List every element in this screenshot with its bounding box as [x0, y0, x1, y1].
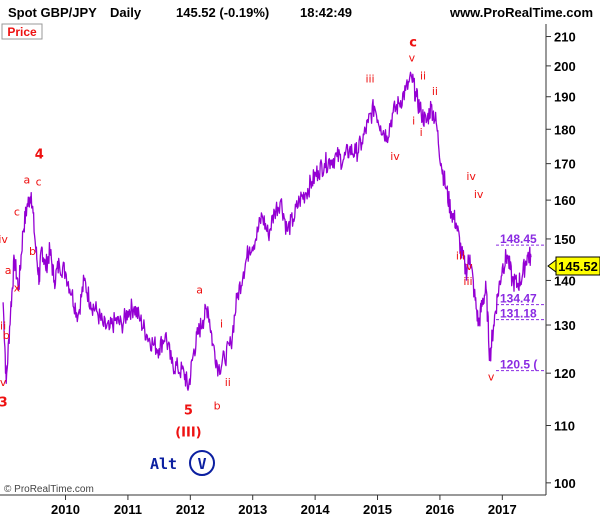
wave-label: i — [220, 317, 223, 330]
x-tick-label: 2014 — [301, 502, 331, 517]
wave-label: ii — [432, 85, 438, 98]
level-label: 120.5 ( — [500, 358, 537, 372]
wave-label: v — [0, 376, 7, 389]
wave-label: a — [196, 283, 203, 296]
wave-label: v — [409, 51, 416, 64]
y-tick-label: 190 — [554, 90, 576, 105]
wave-label: i — [420, 126, 423, 139]
header-bar — [0, 0, 600, 24]
wave-label: c — [14, 205, 20, 218]
x-tick-label: 2017 — [488, 502, 517, 517]
level-label: 148.45 — [500, 232, 537, 246]
y-tick-label: 180 — [554, 122, 576, 137]
wave-label: b — [3, 329, 10, 342]
x-tick-label: 2013 — [238, 502, 267, 517]
y-tick-label: 140 — [554, 273, 576, 288]
x-tick-label: 2015 — [363, 502, 392, 517]
wave-label: i — [412, 114, 415, 127]
wave-label: a — [5, 264, 12, 277]
wave-label: 5 — [184, 404, 193, 419]
y-tick-label: 100 — [554, 476, 576, 491]
wave-label: v — [466, 260, 473, 273]
wave-label: iv — [0, 233, 8, 246]
wave-label: iii — [365, 73, 374, 86]
price-change-label: 145.52 (-0.19%) — [176, 5, 269, 20]
y-tick-label: 120 — [554, 366, 576, 381]
alt-circle-label: V — [197, 455, 206, 473]
wave-label: b — [214, 399, 221, 412]
y-tick-label: 160 — [554, 193, 576, 208]
wave-label: ii — [225, 376, 231, 389]
y-tick-label: 110 — [554, 419, 575, 434]
price-panel-tag — [1, 23, 43, 40]
y-axis-ticks: 100 110 120 130 140 150 160 170 180 190 200 210 — [546, 30, 576, 491]
last-price-pointer — [547, 259, 557, 273]
level-label: 131.18 — [500, 307, 537, 321]
timeframe-label: Daily — [110, 5, 142, 20]
wave-label: iv — [474, 188, 484, 201]
wave-label: iii — [463, 275, 472, 288]
copyright-label: © ProRealTime.com — [4, 484, 94, 495]
x-tick-label: 2012 — [176, 502, 205, 517]
x-tick-label: 2011 — [114, 502, 142, 517]
x-tick-label: 2010 — [51, 502, 80, 517]
wave-label: ii — [420, 70, 426, 83]
wave-label: 4 — [35, 147, 44, 162]
alt-circle — [189, 450, 215, 476]
site-label: www.ProRealTime.com — [449, 5, 593, 20]
alt-label: Alt — [150, 455, 177, 473]
wave-label: v — [488, 371, 495, 384]
time-label: 18:42:49 — [300, 5, 352, 20]
y-tick-label: 130 — [554, 318, 576, 333]
last-price-label: 145.52 — [558, 259, 598, 274]
x-axis-ticks: 2010 2011 2012 2013 2014 2015 2016 2017 — [51, 495, 517, 517]
wave-label: ii — [0, 320, 6, 333]
y-tick-label: 210 — [554, 30, 576, 45]
wave-label: a — [23, 173, 30, 186]
y-tick-label: 170 — [554, 157, 576, 172]
wave-label: (III) — [175, 426, 201, 441]
level-label: 134.47 — [500, 292, 537, 306]
wave-label: c — [409, 36, 417, 51]
wave-label: x — [14, 281, 21, 294]
instrument-label: Spot GBP/JPY — [8, 5, 97, 20]
wave-label: iv — [390, 150, 400, 163]
wave-label: iv — [466, 170, 476, 183]
wave-label: iii — [456, 249, 465, 262]
price-line — [2, 71, 532, 391]
wave-labels: 3viibivaxcbac4aiiib5(III)iiiivcviiiiiiiv… — [0, 36, 495, 441]
y-tick-label: 150 — [554, 232, 576, 247]
price-panel-label: Price — [7, 25, 37, 39]
wave-label: c — [36, 175, 42, 188]
price-series — [2, 71, 532, 391]
wave-label: b — [29, 245, 36, 258]
wave-label: 3 — [0, 396, 8, 411]
x-tick-label: 2016 — [425, 502, 454, 517]
y-tick-label: 200 — [554, 59, 576, 74]
